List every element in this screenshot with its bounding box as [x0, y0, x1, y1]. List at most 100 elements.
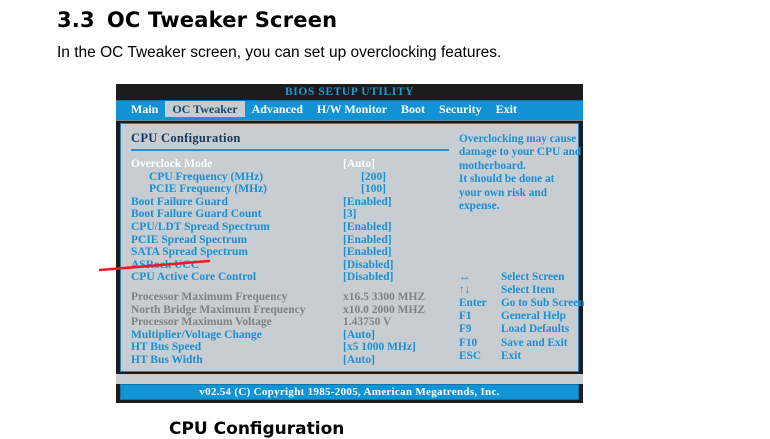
key-legend-row: ↔ Select Screen	[459, 271, 585, 284]
help-text-line: motherboard.	[459, 159, 526, 172]
key-legend-description: Exit	[501, 349, 522, 362]
bios-tab-h-w-monitor[interactable]: H/W Monitor	[316, 102, 388, 116]
key-legend-key: F1	[459, 310, 472, 323]
help-text-line: Overclocking may cause	[459, 133, 577, 145]
setting-value[interactable]: [Disabled]	[343, 258, 394, 271]
setting-row[interactable]: HT Bus Width [Auto]	[131, 354, 449, 367]
setting-label: Boot Failure Guard Count	[131, 208, 262, 221]
setting-value[interactable]: [Enabled]	[343, 246, 392, 259]
settings-rows: Overclock Mode [Auto] CPU Frequency (MHz) […	[131, 158, 449, 367]
key-legend-key: F9	[459, 323, 472, 336]
section-title-rule	[131, 149, 449, 151]
setting-row[interactable]: HT Bus Speed [x5 1000 MHz]	[131, 341, 449, 354]
setting-value[interactable]: [100]	[361, 183, 386, 196]
key-legend-key: ↔	[459, 270, 471, 283]
help-text-line: It should be done at	[459, 173, 555, 186]
setting-value[interactable]: [Enabled]	[343, 233, 392, 246]
bios-menu-tabs: Main OC Tweaker Advanced H/W Monitor Boot Sec…	[116, 100, 583, 117]
bios-content-area: CPU Configuration Overclock Mode [Auto] CP…	[120, 123, 585, 372]
key-legend: ↔ Select Screen ↑↓ Select Item Enter Go to Su…	[459, 271, 585, 363]
bios-tab-security[interactable]: Security	[439, 102, 482, 116]
setting-row[interactable]: Overclock Mode [Auto]	[131, 158, 449, 171]
setting-label: CPU/LDT Spread Spectrum	[131, 220, 270, 233]
key-legend-description: General Help	[501, 310, 566, 323]
setting-row[interactable]: ASRock UCC [Disabled]	[131, 259, 449, 272]
setting-value[interactable]: [200]	[361, 170, 386, 183]
setting-row: Processor Maximum Voltage 1.43750 V	[131, 316, 449, 329]
setting-value[interactable]: [3]	[343, 208, 357, 221]
key-legend-key: ESC	[459, 349, 481, 362]
setting-label: Multiplier/Voltage Change	[131, 328, 262, 341]
help-panel: Overclocking may cause damage to your CPU…	[449, 124, 585, 371]
key-legend-row: ↑↓ Select Item	[459, 284, 585, 297]
setting-row: North Bridge Maximum Frequency x10.0 2000…	[131, 304, 449, 317]
key-legend-key: Enter	[459, 296, 487, 309]
setting-label: Boot Failure Guard	[131, 195, 228, 208]
setting-label: Overclock Mode	[131, 158, 213, 170]
settings-section-title: CPU Configuration	[131, 131, 241, 145]
setting-label: CPU Active Core Control	[131, 271, 257, 284]
key-legend-description: Select Screen	[501, 270, 565, 283]
tabs-underline	[116, 117, 583, 121]
section-heading-text: OC Tweaker Screen	[106, 8, 338, 32]
bios-tab-oc-tweaker[interactable]: OC Tweaker	[165, 101, 245, 117]
help-text: Overclocking may cause damage to your CPU…	[459, 133, 581, 213]
setting-label: CPU Frequency (MHz)	[149, 170, 264, 183]
setting-row[interactable]: CPU Active Core Control [Disabled]	[131, 271, 449, 284]
bios-tab-main[interactable]: Main	[131, 102, 159, 116]
setting-label: HT Bus Width	[131, 353, 203, 366]
setting-label: HT Bus Speed	[131, 341, 202, 354]
bios-title: BIOS SETUP UTILITY	[116, 84, 583, 100]
setting-value[interactable]: [Auto]	[343, 328, 375, 341]
footer-spacer	[116, 374, 583, 384]
help-text-line: damage to your CPU and	[459, 146, 582, 159]
setting-label: PCIE Spread Spectrum	[131, 233, 248, 246]
setting-label: Processor Maximum Frequency	[131, 290, 288, 303]
setting-row: Processor Maximum Frequency x16.5 3300 MH…	[131, 291, 449, 304]
key-legend-description: Save and Exit	[501, 336, 568, 349]
bios-tab-boot[interactable]: Boot	[401, 102, 426, 116]
setting-label: Processor Maximum Voltage	[131, 316, 272, 329]
key-legend-row: F9 Load Defaults	[459, 323, 585, 336]
next-section-heading: CPU Configuration	[169, 419, 345, 439]
key-legend-row: ESC Exit	[459, 350, 585, 363]
key-legend-key: ↑↓	[459, 283, 471, 296]
setting-label: ASRock UCC	[131, 258, 200, 271]
bios-footer-copyright: v02.54 (C) Copyright 1985-2005, American…	[120, 384, 579, 400]
setting-value[interactable]: [Enabled]	[343, 220, 392, 233]
setting-row[interactable]: Boot Failure Guard Count [3]	[131, 208, 449, 221]
bios-setup-window: BIOS SETUP UTILITY Main OC Tweaker Advance…	[116, 84, 585, 403]
setting-label: PCIE Frequency (MHz)	[149, 183, 267, 196]
setting-row[interactable]: SATA Spread Spectrum [Enabled]	[131, 246, 449, 259]
setting-value: 1.43750 V	[343, 316, 392, 329]
setting-value[interactable]: [x5 1000 MHz]	[343, 341, 416, 354]
setting-row[interactable]: Boot Failure Guard [Enabled]	[131, 196, 449, 209]
bios-tab-exit[interactable]: Exit	[495, 102, 518, 116]
key-legend-key: F10	[459, 336, 478, 349]
bios-tab-advanced[interactable]: Advanced	[251, 102, 303, 116]
settings-panel: CPU Configuration Overclock Mode [Auto] CP…	[121, 124, 449, 371]
setting-value[interactable]: [Auto]	[343, 158, 375, 170]
setting-row[interactable]: PCIE Frequency (MHz) [100]	[131, 183, 449, 196]
key-legend-row: F10 Save and Exit	[459, 337, 585, 350]
setting-value[interactable]: [Auto]	[343, 353, 375, 366]
key-legend-row: Enter Go to Sub Screen	[459, 297, 585, 310]
setting-row[interactable]: CPU/LDT Spread Spectrum [Enabled]	[131, 221, 449, 234]
help-text-line: your own risk and	[459, 186, 547, 199]
setting-row[interactable]: CPU Frequency (MHz) [200]	[131, 171, 449, 184]
setting-row[interactable]: PCIE Spread Spectrum [Enabled]	[131, 234, 449, 247]
setting-row[interactable]: Multiplier/Voltage Change [Auto]	[131, 329, 449, 342]
key-legend-description: Select Item	[501, 283, 555, 296]
setting-value: x16.5 3300 MHZ	[343, 290, 426, 303]
key-legend-description: Load Defaults	[501, 323, 570, 336]
setting-label: SATA Spread Spectrum	[131, 246, 248, 259]
section-number: 3.3	[57, 8, 95, 32]
setting-value[interactable]: [Enabled]	[343, 195, 392, 208]
setting-value[interactable]: [Disabled]	[343, 271, 394, 284]
help-text-line: expense.	[459, 200, 500, 213]
section-intro-text: In the OC Tweaker screen, you can set up…	[57, 44, 502, 61]
setting-label: North Bridge Maximum Frequency	[131, 303, 306, 316]
setting-value: x10.0 2000 MHZ	[343, 303, 426, 316]
key-legend-row: F1 General Help	[459, 310, 585, 323]
page-title: 3.3 OC Tweaker Screen	[57, 8, 337, 32]
